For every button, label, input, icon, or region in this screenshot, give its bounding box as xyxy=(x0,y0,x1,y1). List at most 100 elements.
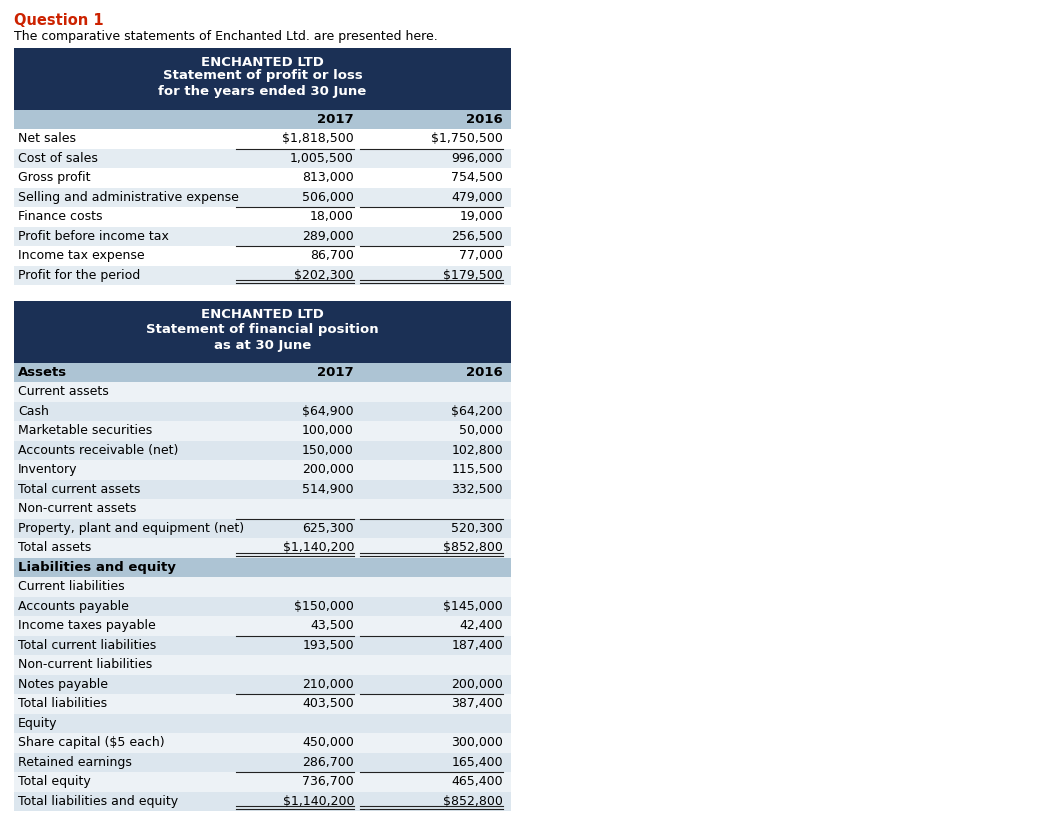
Text: 193,500: 193,500 xyxy=(303,639,354,652)
Bar xyxy=(14,266,511,285)
Text: Assets: Assets xyxy=(18,366,67,379)
Bar xyxy=(14,227,511,246)
Bar xyxy=(14,752,511,772)
Text: $1,140,200: $1,140,200 xyxy=(282,541,354,554)
Bar xyxy=(14,675,511,694)
Text: Liabilities and equity: Liabilities and equity xyxy=(18,561,176,573)
Bar xyxy=(14,499,511,518)
Text: 77,000: 77,000 xyxy=(459,249,503,262)
Text: 19,000: 19,000 xyxy=(459,210,503,224)
Text: Marketable securities: Marketable securities xyxy=(18,424,152,437)
Bar xyxy=(14,187,511,207)
Text: $1,818,500: $1,818,500 xyxy=(282,132,354,145)
Text: for the years ended 30 June: for the years ended 30 June xyxy=(158,86,366,98)
Text: 736,700: 736,700 xyxy=(303,776,354,788)
Bar xyxy=(14,421,511,441)
Text: ENCHANTED LTD: ENCHANTED LTD xyxy=(201,309,324,322)
Text: 165,400: 165,400 xyxy=(451,756,503,769)
Text: 514,900: 514,900 xyxy=(303,483,354,496)
Bar xyxy=(14,694,511,714)
Text: 1,005,500: 1,005,500 xyxy=(290,152,354,165)
Text: 100,000: 100,000 xyxy=(302,424,354,437)
Bar xyxy=(14,129,511,148)
Text: 479,000: 479,000 xyxy=(451,191,503,204)
Bar xyxy=(14,655,511,675)
Text: Profit for the period: Profit for the period xyxy=(18,269,140,282)
Text: 387,400: 387,400 xyxy=(451,697,503,710)
Text: Profit before income tax: Profit before income tax xyxy=(18,229,169,243)
Text: 187,400: 187,400 xyxy=(451,639,503,652)
Bar xyxy=(14,110,511,129)
Text: as at 30 June: as at 30 June xyxy=(213,338,311,351)
Text: Total liabilities and equity: Total liabilities and equity xyxy=(18,794,178,808)
Text: 150,000: 150,000 xyxy=(302,444,354,457)
Text: 2016: 2016 xyxy=(466,113,503,126)
Text: Net sales: Net sales xyxy=(18,132,76,145)
Text: Share capital ($5 each): Share capital ($5 each) xyxy=(18,736,165,749)
Text: Notes payable: Notes payable xyxy=(18,678,108,691)
Text: 520,300: 520,300 xyxy=(451,521,503,535)
Text: Cost of sales: Cost of sales xyxy=(18,152,98,165)
Bar xyxy=(14,246,511,266)
Bar xyxy=(14,207,511,227)
Text: Total current liabilities: Total current liabilities xyxy=(18,639,156,652)
Bar xyxy=(14,168,511,187)
Text: Finance costs: Finance costs xyxy=(18,210,103,224)
Text: Total liabilities: Total liabilities xyxy=(18,697,107,710)
Text: Total current assets: Total current assets xyxy=(18,483,140,496)
Text: 200,000: 200,000 xyxy=(302,464,354,476)
Text: $1,750,500: $1,750,500 xyxy=(431,132,503,145)
Text: 403,500: 403,500 xyxy=(303,697,354,710)
Bar xyxy=(14,733,511,752)
Text: Non-current liabilities: Non-current liabilities xyxy=(18,658,152,672)
Text: Inventory: Inventory xyxy=(18,464,78,476)
Text: 300,000: 300,000 xyxy=(451,736,503,749)
Bar xyxy=(14,577,511,596)
Text: The comparative statements of Enchanted Ltd. are presented here.: The comparative statements of Enchanted … xyxy=(14,30,438,43)
Text: $1,140,200: $1,140,200 xyxy=(282,794,354,808)
Text: 2016: 2016 xyxy=(466,366,503,379)
Bar xyxy=(14,772,511,791)
Text: 506,000: 506,000 xyxy=(302,191,354,204)
Text: Question 1: Question 1 xyxy=(14,13,104,28)
Text: 43,500: 43,500 xyxy=(310,620,354,632)
Text: $852,800: $852,800 xyxy=(443,794,503,808)
Text: 50,000: 50,000 xyxy=(459,424,503,437)
Text: Income tax expense: Income tax expense xyxy=(18,249,144,262)
Text: $179,500: $179,500 xyxy=(443,269,503,282)
Text: 256,500: 256,500 xyxy=(451,229,503,243)
Bar xyxy=(14,382,511,402)
Text: 465,400: 465,400 xyxy=(451,776,503,788)
Text: 200,000: 200,000 xyxy=(451,678,503,691)
Text: 332,500: 332,500 xyxy=(451,483,503,496)
Text: Non-current assets: Non-current assets xyxy=(18,502,136,516)
Bar xyxy=(14,791,511,811)
Text: Equity: Equity xyxy=(18,717,57,730)
Text: 754,500: 754,500 xyxy=(451,172,503,184)
Bar xyxy=(14,538,511,558)
Bar xyxy=(14,460,511,479)
Bar xyxy=(14,363,511,382)
Text: Current liabilities: Current liabilities xyxy=(18,580,124,593)
Text: 996,000: 996,000 xyxy=(451,152,503,165)
Text: Accounts payable: Accounts payable xyxy=(18,600,129,613)
Bar xyxy=(14,714,511,733)
Text: 625,300: 625,300 xyxy=(303,521,354,535)
Text: 2017: 2017 xyxy=(318,113,354,126)
Text: $64,200: $64,200 xyxy=(451,405,503,417)
Bar xyxy=(14,402,511,421)
Bar xyxy=(14,596,511,616)
Text: 210,000: 210,000 xyxy=(303,678,354,691)
Text: Total assets: Total assets xyxy=(18,541,91,554)
Bar xyxy=(14,148,511,168)
Text: Selling and administrative expense: Selling and administrative expense xyxy=(18,191,239,204)
Text: ENCHANTED LTD: ENCHANTED LTD xyxy=(201,55,324,68)
Text: Accounts receivable (net): Accounts receivable (net) xyxy=(18,444,178,457)
Text: $852,800: $852,800 xyxy=(443,541,503,554)
Text: Current assets: Current assets xyxy=(18,385,108,398)
Bar xyxy=(14,635,511,655)
Bar xyxy=(14,479,511,499)
Bar xyxy=(14,616,511,635)
Text: 42,400: 42,400 xyxy=(460,620,503,632)
Text: 115,500: 115,500 xyxy=(451,464,503,476)
